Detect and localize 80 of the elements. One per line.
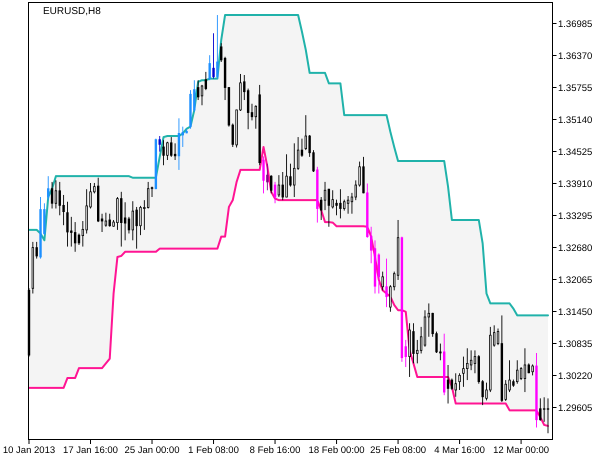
candlestick xyxy=(332,190,334,209)
candlestick xyxy=(282,172,284,201)
candlestick xyxy=(458,372,461,390)
line-series xyxy=(28,146,549,427)
y-tick-label: 1.30835 xyxy=(558,338,592,350)
candlestick xyxy=(216,14,219,80)
x-tick-label: 1 Feb 08:00 xyxy=(188,445,239,456)
y-tick-label: 1.29605 xyxy=(558,402,592,414)
candlestick xyxy=(162,140,165,166)
candlestick xyxy=(104,212,108,228)
candlestick xyxy=(178,118,180,170)
x-tick-label: 10 Jan 2013 xyxy=(2,445,56,456)
candlestick xyxy=(62,194,65,226)
candlestick xyxy=(520,366,522,381)
candlestick xyxy=(539,398,542,422)
candlestick xyxy=(66,201,69,248)
y-tick-label: 1.32065 xyxy=(558,274,592,286)
candlestick xyxy=(166,141,169,160)
y-tick-label: 1.31450 xyxy=(558,306,592,318)
candlestick xyxy=(196,80,200,100)
candlestick xyxy=(170,136,172,158)
candlestick xyxy=(335,199,338,216)
candlestick xyxy=(462,356,465,388)
y-tick-label: 1.32680 xyxy=(558,242,592,254)
candlestick xyxy=(378,252,380,294)
candlestick xyxy=(278,174,280,198)
y-tick-label: 1.35140 xyxy=(558,114,592,126)
candlestick xyxy=(54,180,58,209)
candlestick xyxy=(70,216,72,248)
candlestick xyxy=(542,396,546,422)
candlestick xyxy=(328,188,330,228)
candlestick xyxy=(285,154,288,198)
y-tick-label: 1.35755 xyxy=(558,82,592,94)
candlestick xyxy=(270,174,272,194)
candlestick xyxy=(174,142,176,160)
line-series xyxy=(28,14,549,316)
candlestick xyxy=(454,372,457,398)
candlestick xyxy=(293,142,296,198)
candlestick xyxy=(531,364,534,376)
x-tick-label: 4 Mar 16:00 xyxy=(434,445,485,456)
y-tick-label: 1.34525 xyxy=(558,146,592,158)
y-tick-label: 1.36985 xyxy=(558,18,592,30)
candlestick xyxy=(266,163,269,191)
candlestick xyxy=(108,213,111,228)
y-tick-label: 1.33910 xyxy=(558,178,592,190)
x-tick-label: 25 Jan 00:00 xyxy=(124,445,180,456)
x-tick-label: 18 Feb 00:00 xyxy=(308,445,365,456)
candlestick xyxy=(124,202,126,241)
candlestick xyxy=(116,196,119,230)
candlestick xyxy=(135,206,138,250)
y-tick-label: 1.36370 xyxy=(558,50,592,62)
candlestick xyxy=(85,188,88,234)
candlestick xyxy=(381,271,384,291)
x-tick-label: 25 Feb 08:00 xyxy=(370,445,426,456)
candlestick xyxy=(516,360,518,384)
x-tick-label: 17 Jan 16:00 xyxy=(63,445,118,456)
candlestick xyxy=(304,114,307,151)
chart-title: EURUSD,H8 xyxy=(43,6,102,17)
candlestick xyxy=(47,176,50,201)
x-tick-label: 12 Mar 00:00 xyxy=(493,445,550,456)
candlestick xyxy=(339,188,342,219)
candlestick xyxy=(412,322,415,364)
candlestick xyxy=(146,181,150,209)
y-tick-label: 1.30220 xyxy=(558,370,592,382)
candlestick xyxy=(74,222,76,252)
candlestick xyxy=(158,136,161,152)
candlestick xyxy=(120,191,122,248)
candlestick xyxy=(524,348,526,393)
candlestick xyxy=(470,350,472,371)
x-tick-label: 8 Feb 16:00 xyxy=(250,445,300,456)
y-tick-label: 1.33295 xyxy=(558,210,592,222)
candlestick xyxy=(346,196,350,214)
candlestick xyxy=(466,348,468,381)
candlestick xyxy=(343,199,346,212)
candlestick xyxy=(50,181,54,209)
candlestick xyxy=(208,54,211,81)
candlestick xyxy=(450,378,454,390)
candlestick xyxy=(132,200,134,241)
candlestick xyxy=(78,233,80,246)
candlestick xyxy=(58,181,61,216)
